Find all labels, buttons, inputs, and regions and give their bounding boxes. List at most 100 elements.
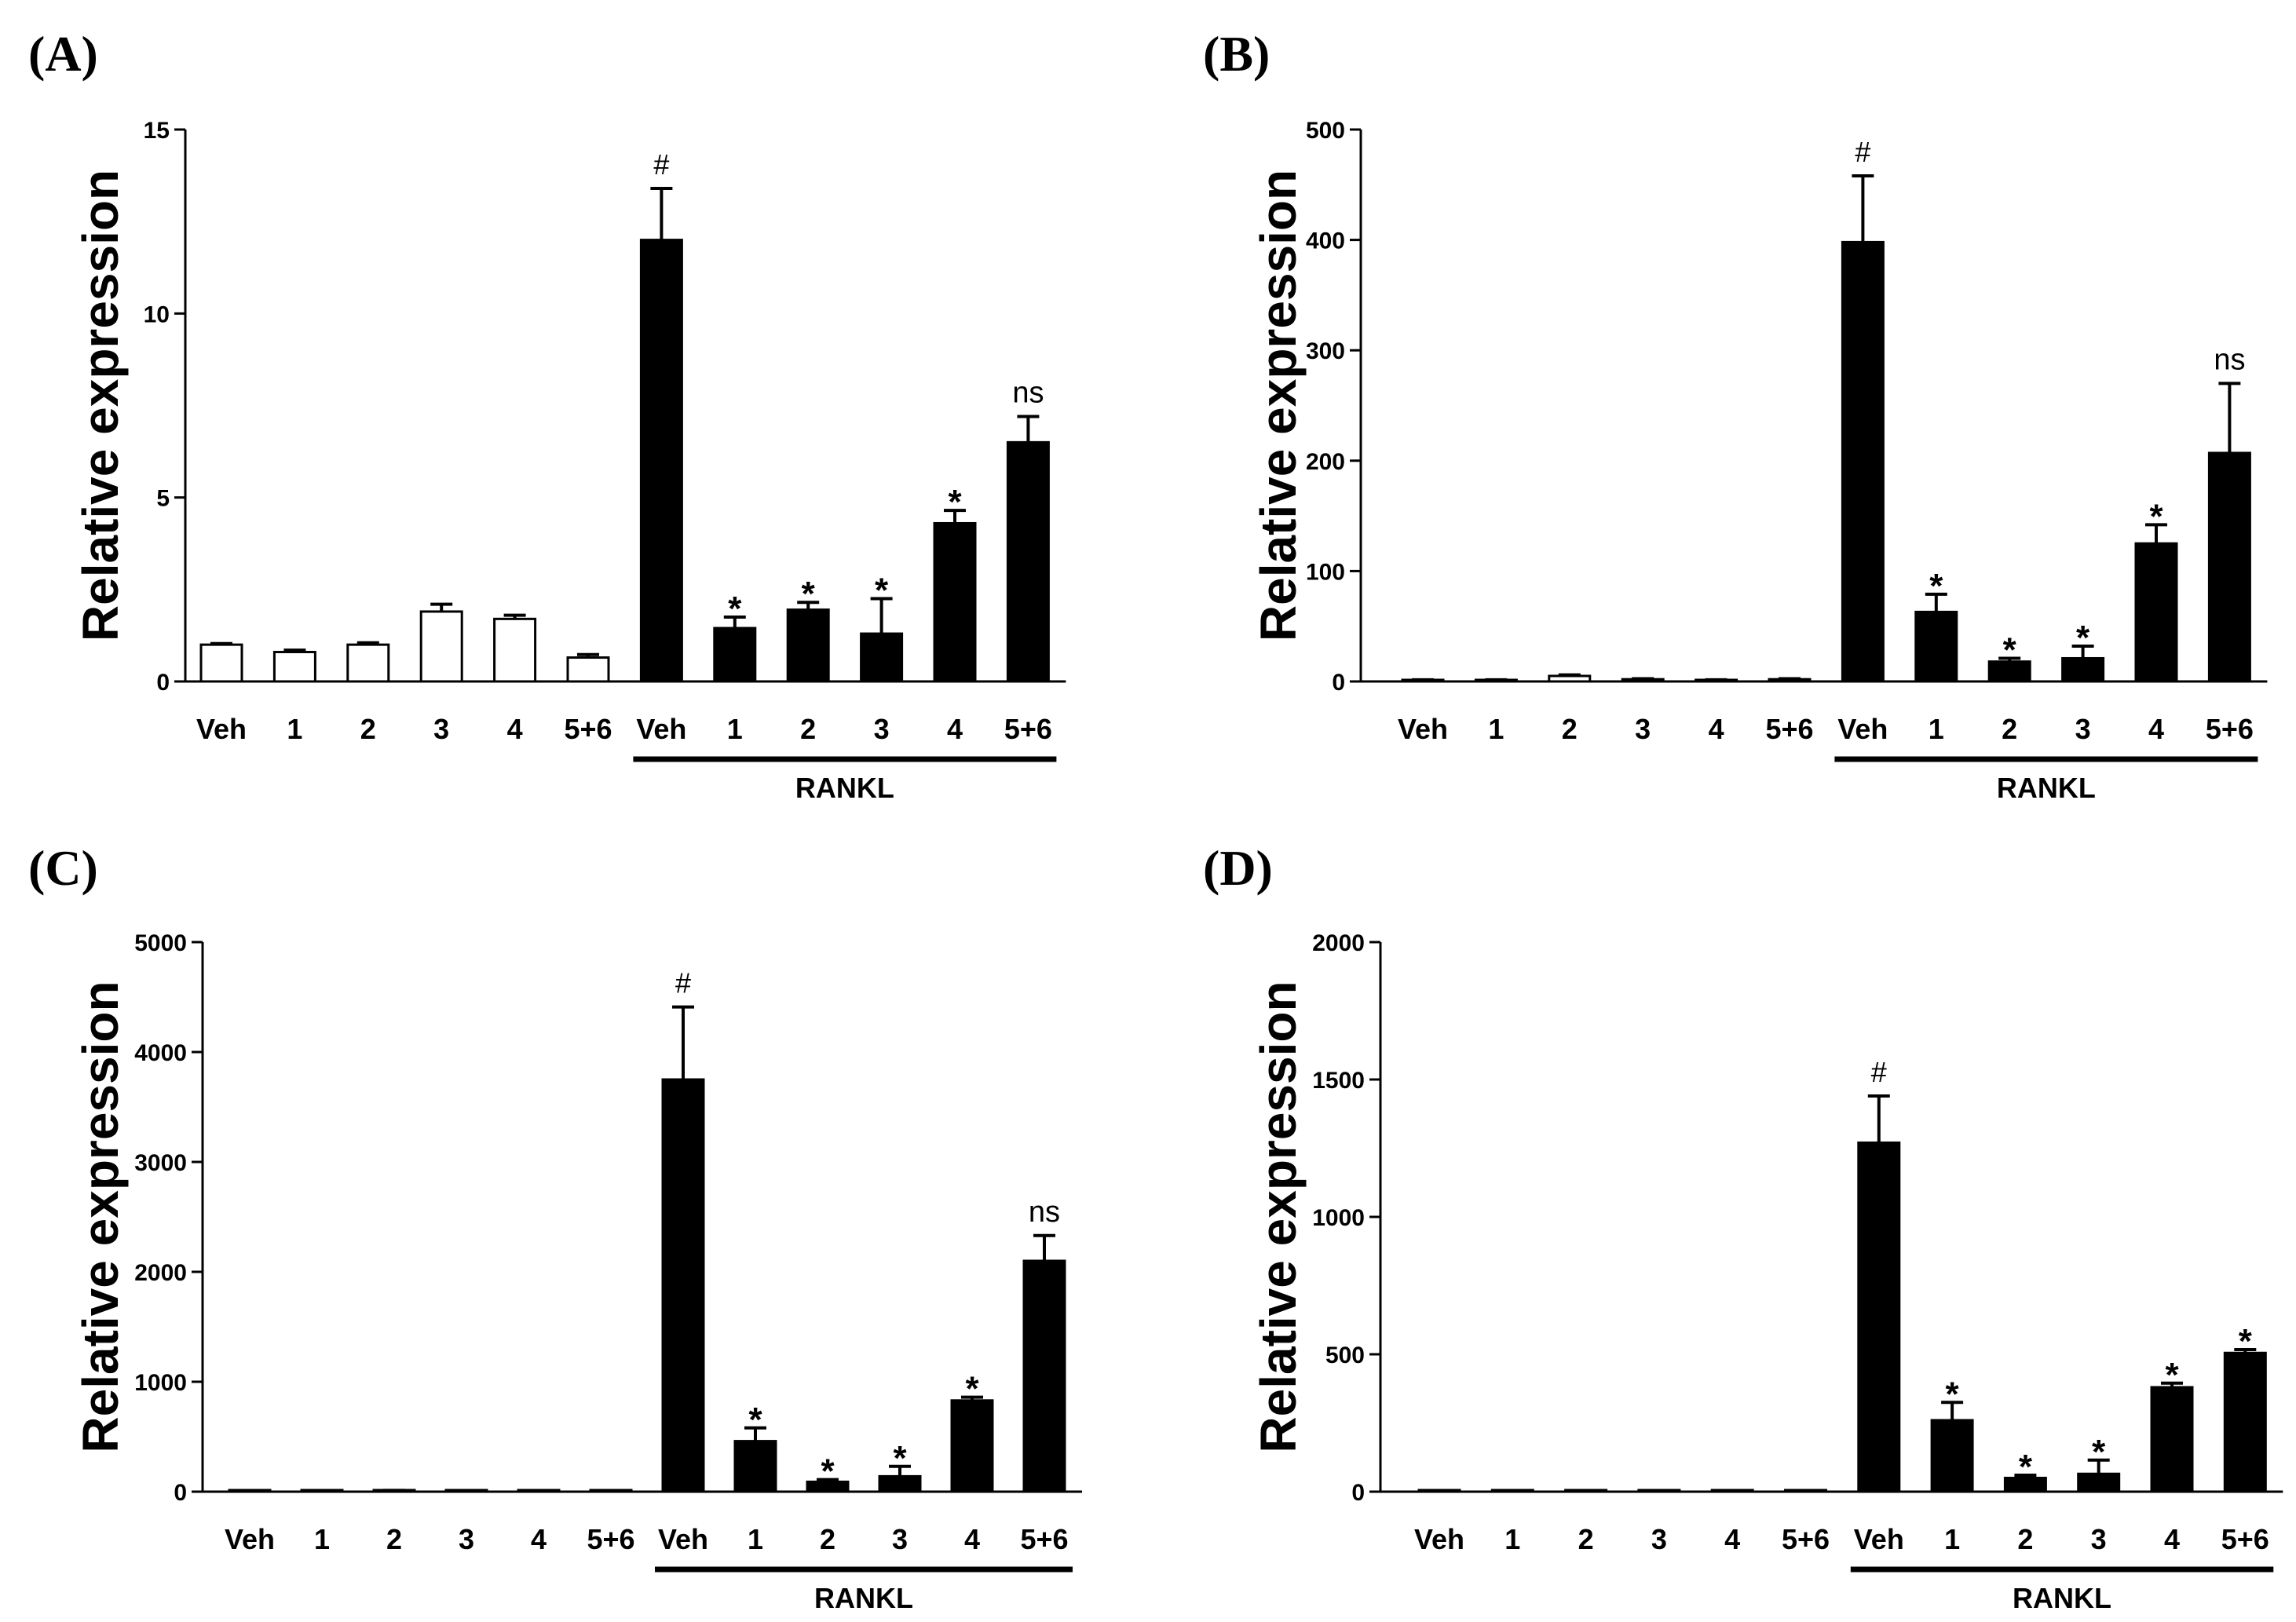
significance-star: *: [821, 1452, 835, 1491]
significance-star: *: [2239, 1322, 2253, 1361]
y-tick-label: 2000: [1312, 930, 1365, 956]
significance-hash: #: [1871, 1056, 1887, 1088]
y-axis-title: Relative expression: [72, 981, 129, 1452]
x-tick-label: 4: [964, 1523, 980, 1555]
bar: [346, 643, 390, 683]
y-tick-label: 100: [1306, 559, 1345, 585]
y-tick-label: 4000: [134, 1040, 187, 1066]
bar: [1490, 1489, 1534, 1493]
x-tick-label: 2: [2002, 713, 2017, 745]
x-tick-label: 1: [1488, 713, 1504, 745]
panel-label: (C): [28, 840, 98, 896]
x-tick-label: 1: [314, 1523, 330, 1555]
significance-star: *: [875, 572, 889, 610]
significance-star: *: [893, 1439, 907, 1478]
rankl-group-label: RANKL: [2013, 1582, 2111, 1614]
y-axis-title: Relative expression: [1250, 170, 1307, 641]
y-tick-label: 3000: [134, 1150, 187, 1176]
significance-star: *: [1929, 567, 1943, 605]
bar: [228, 1489, 272, 1493]
bar: [300, 1489, 344, 1493]
x-tick-label: Veh: [636, 713, 686, 745]
x-tick-label: Veh: [196, 713, 247, 745]
x-tick-label: 3: [433, 713, 449, 745]
bar: [639, 239, 683, 683]
x-tick-label: 1: [748, 1523, 763, 1555]
panel-a: (A) 0 5 10 15 Relative expression Veh 1 2 3 4 5+6 # V…: [28, 26, 1066, 804]
bar: [1987, 660, 2031, 683]
x-tick-label: Veh: [225, 1523, 275, 1555]
bar: [2207, 451, 2251, 683]
y-tick-label: 300: [1306, 338, 1345, 364]
bar: [733, 1440, 777, 1493]
y-tick-label: 400: [1306, 228, 1345, 254]
significance-hash: #: [653, 148, 669, 181]
y-tick-label: 500: [1306, 118, 1345, 144]
x-tick-label: 5+6: [564, 713, 612, 745]
y-tick-label: 5: [156, 486, 170, 512]
significance-star: *: [2003, 630, 2017, 669]
x-tick-label: 4: [507, 713, 523, 745]
significance-hash: #: [675, 967, 691, 999]
bar: [1857, 1142, 1901, 1493]
y-tick-label: 0: [174, 1480, 187, 1506]
y-tick-label: 2000: [134, 1260, 187, 1286]
bar: [1548, 674, 1592, 683]
bar: [1784, 1489, 1827, 1493]
x-tick-label: 1: [1944, 1523, 1960, 1555]
bar: [860, 632, 904, 683]
x-tick-label: 1: [727, 713, 743, 745]
x-tick-label: 3: [874, 713, 890, 745]
x-tick-label: 5+6: [2221, 1523, 2269, 1555]
x-tick-label: 4: [947, 713, 963, 745]
y-tick-label: 500: [1325, 1343, 1365, 1368]
bar: [878, 1474, 922, 1493]
x-tick-label: 2: [2017, 1523, 2033, 1555]
bar: [950, 1399, 994, 1493]
bar: [1564, 1489, 1608, 1493]
bar: [2150, 1386, 2194, 1493]
bar: [661, 1078, 705, 1493]
y-tick-label: 15: [144, 118, 170, 144]
x-tick-label: 4: [2148, 713, 2164, 745]
x-tick-label: 5+6: [2206, 713, 2254, 745]
bar: [444, 1489, 488, 1493]
x-tick-label: 2: [800, 713, 816, 745]
x-tick-label: 2: [1578, 1523, 1594, 1555]
x-tick-label: Veh: [1837, 713, 1888, 745]
bar: [272, 651, 316, 683]
y-axis-title: Relative expression: [72, 170, 129, 641]
panel-label: (D): [1203, 840, 1273, 896]
x-tick-label: 3: [1635, 713, 1651, 745]
panel-b: (B) 0 100 200 300 400 500 Relative expression Ve…: [1203, 26, 2268, 804]
y-axis-title: Relative expression: [1250, 981, 1307, 1452]
x-tick-label: 5+6: [1020, 1523, 1068, 1555]
x-tick-label: 4: [1724, 1523, 1740, 1555]
bar: [1022, 1259, 1066, 1493]
x-tick-label: 3: [892, 1523, 908, 1555]
bar: [933, 521, 977, 683]
x-tick-label: 4: [2164, 1523, 2180, 1555]
bar: [199, 643, 243, 683]
x-tick-label: 2: [360, 713, 376, 745]
y-tick-label: 0: [1351, 1480, 1365, 1506]
x-tick-label: 1: [287, 713, 302, 745]
significance-star: *: [802, 575, 816, 613]
bar: [517, 1489, 561, 1493]
rankl-group-label: RANKL: [814, 1582, 913, 1614]
bar: [419, 610, 463, 683]
y-tick-label: 1000: [134, 1370, 187, 1396]
rankl-group-label: RANKL: [795, 772, 894, 804]
y-tick-label: 5000: [134, 930, 187, 956]
x-tick-label: 2: [820, 1523, 835, 1555]
significance-ns: ns: [1029, 1196, 1060, 1229]
x-tick-label: Veh: [1398, 713, 1448, 745]
x-tick-label: 5+6: [1004, 713, 1052, 745]
bar: [2223, 1351, 2267, 1493]
x-tick-label: Veh: [1414, 1523, 1464, 1555]
panel-label: (B): [1203, 26, 1270, 82]
bar: [493, 617, 537, 683]
bar: [1637, 1489, 1681, 1493]
